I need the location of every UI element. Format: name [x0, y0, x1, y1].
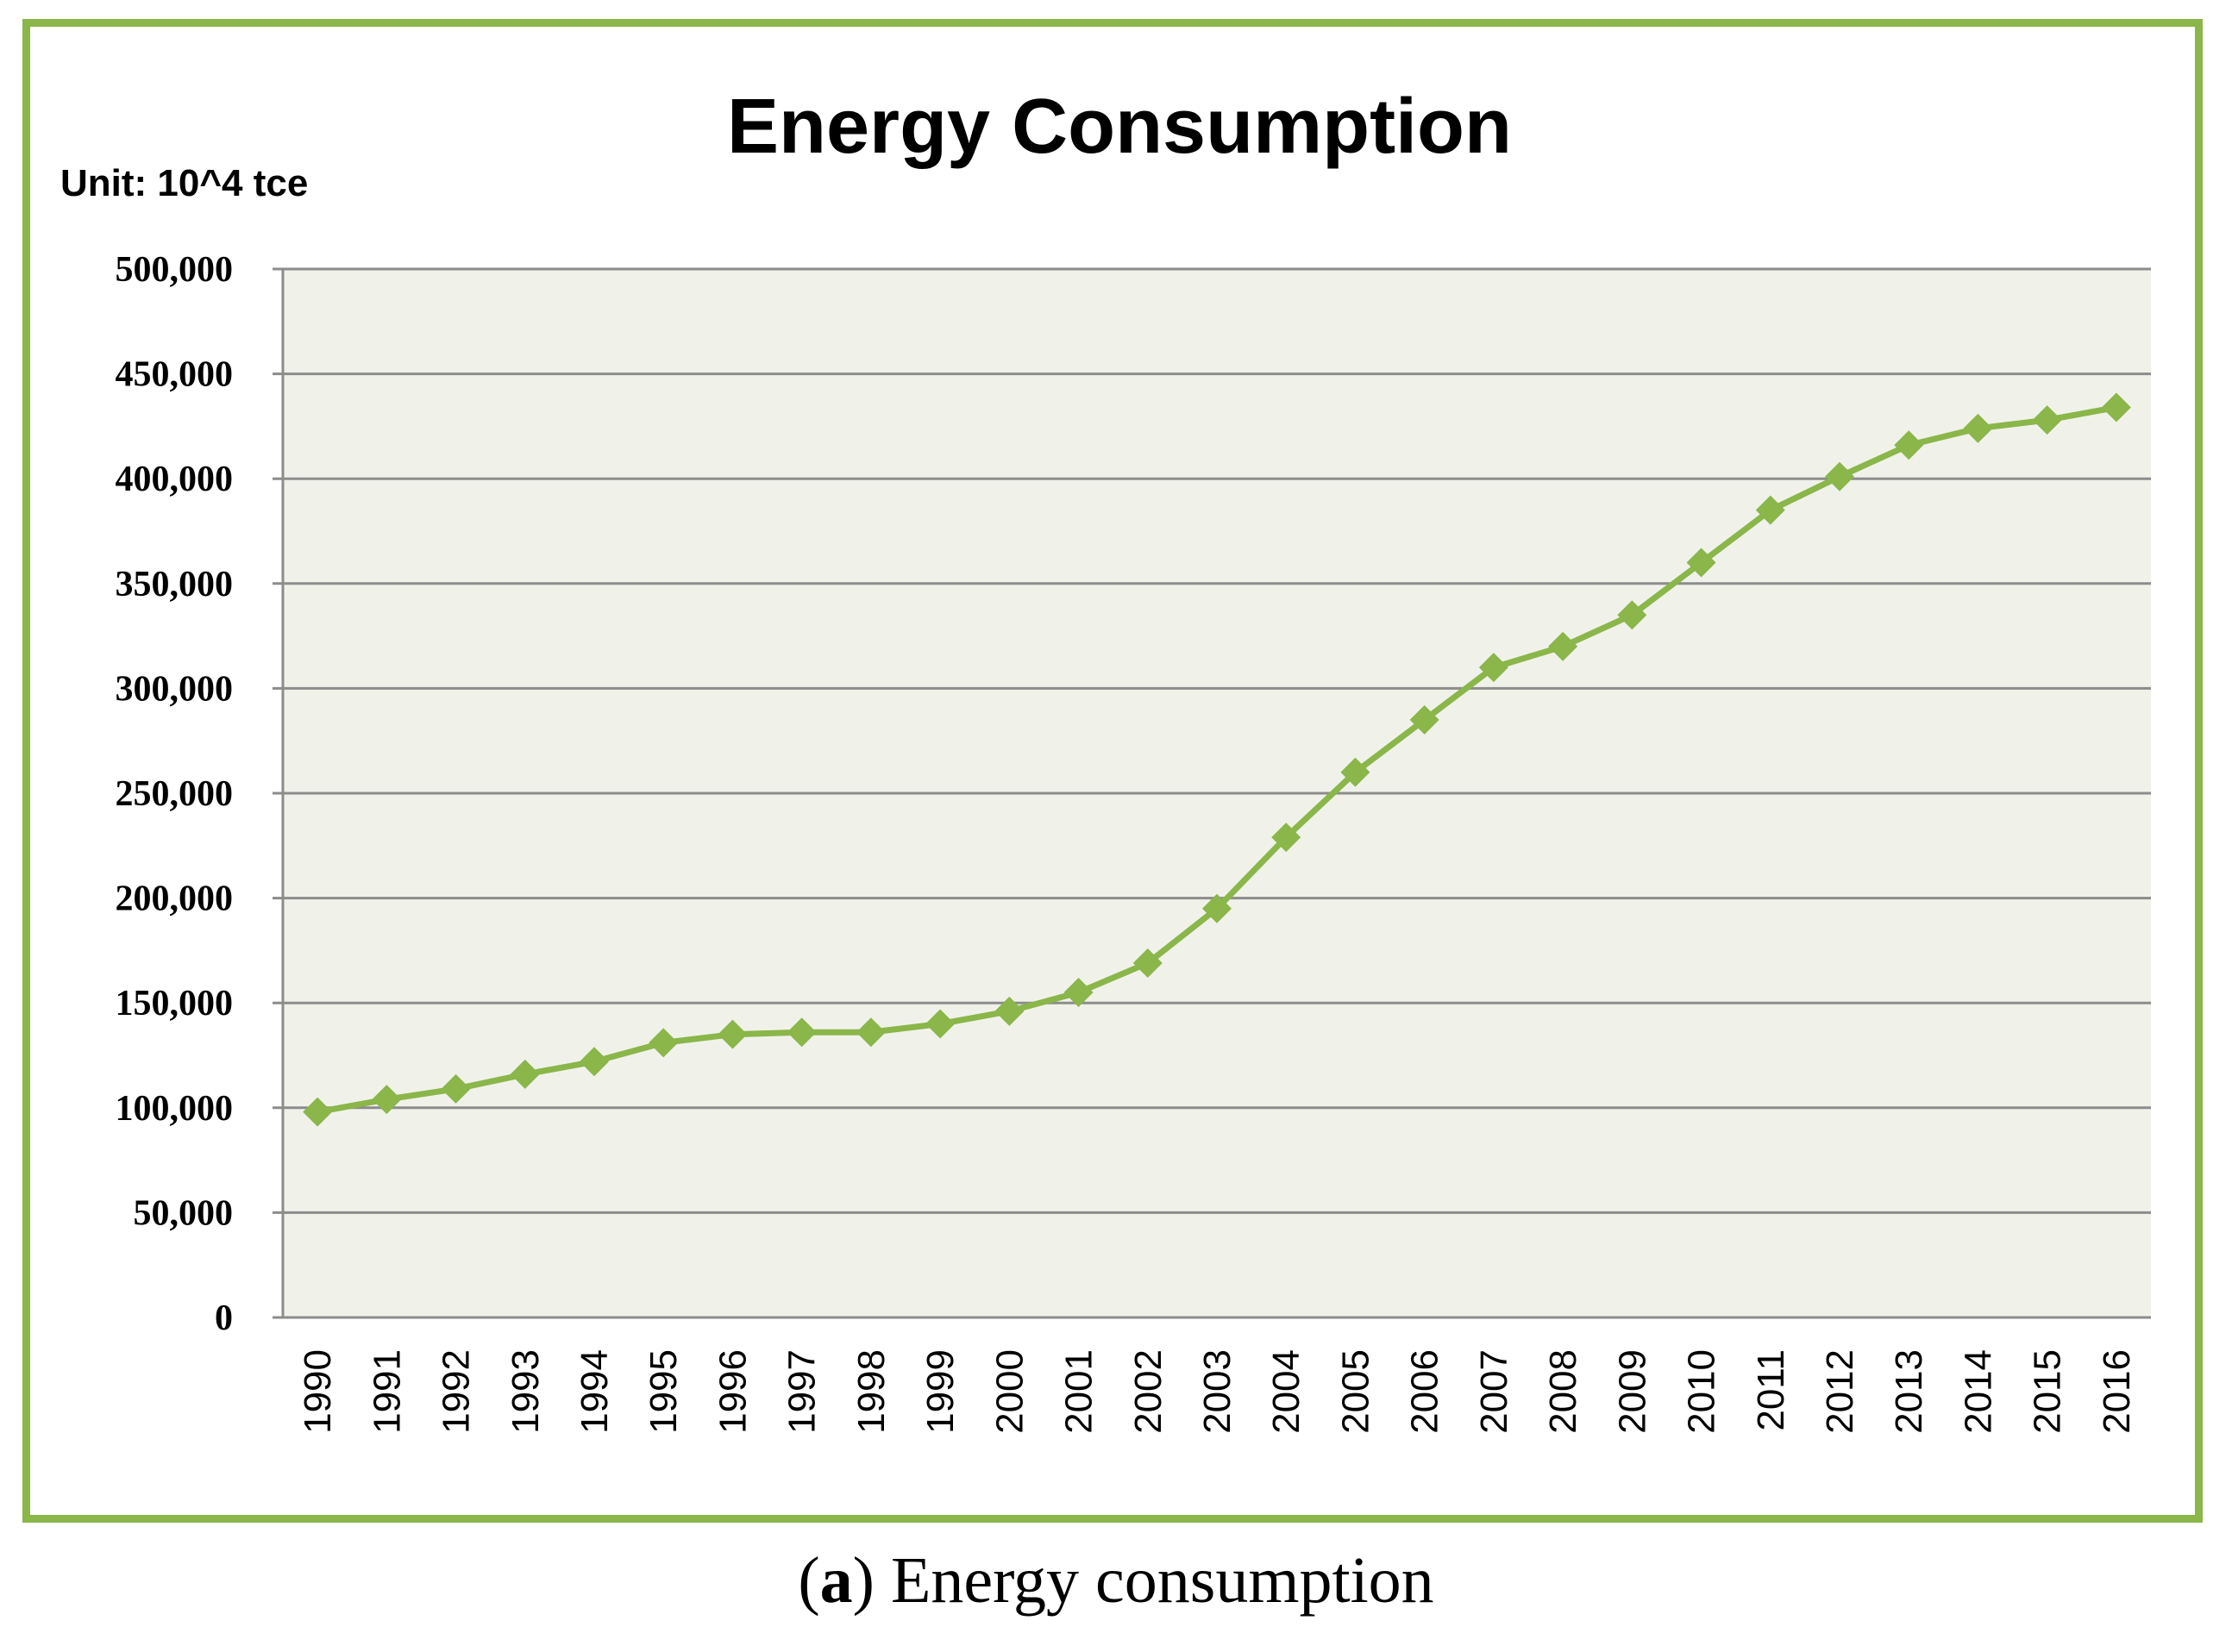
data-point-marker: [994, 996, 1025, 1026]
unit-label: Unit: 10^4 tce: [60, 162, 308, 204]
y-tick-label: 100,000: [116, 1089, 234, 1129]
y-tick-label: 400,000: [116, 460, 234, 499]
data-point-marker: [1340, 757, 1370, 787]
data-point-marker: [856, 1017, 886, 1048]
axes: [273, 269, 2151, 1319]
data-point-marker: [1202, 893, 1232, 923]
x-tick-label: 1994: [574, 1349, 616, 1434]
data-point-marker: [1548, 631, 1578, 661]
data-point-marker: [510, 1059, 540, 1089]
data-point-marker: [1063, 978, 1094, 1008]
data-point-marker: [1617, 600, 1647, 630]
data-point-marker: [1894, 430, 1924, 460]
data-point-marker: [1825, 461, 1854, 491]
y-tick-label: 250,000: [116, 774, 234, 814]
x-tick-label: 1995: [643, 1349, 685, 1434]
x-tick-label: 2003: [1196, 1349, 1238, 1434]
series-markers: [303, 392, 2131, 1127]
x-tick-label: 2000: [988, 1349, 1031, 1434]
x-tick-label: 2005: [1334, 1349, 1376, 1434]
x-tick-label: 2010: [1681, 1349, 1723, 1434]
data-point-marker: [303, 1097, 333, 1127]
grid-lines: [273, 267, 2151, 1214]
y-tick-label: 450,000: [116, 355, 234, 395]
y-tick-label: 500,000: [116, 250, 234, 290]
data-point-marker: [372, 1085, 402, 1115]
x-tick-label: 1998: [850, 1349, 893, 1434]
data-point-marker: [718, 1019, 748, 1049]
x-tick-label: 2014: [1957, 1349, 1999, 1434]
y-tick-label: 350,000: [116, 565, 234, 604]
caption-letter: a: [819, 1544, 853, 1617]
data-point-marker: [441, 1073, 471, 1104]
y-tick-label: 50,000: [134, 1193, 234, 1233]
data-point-marker: [2032, 405, 2062, 435]
data-point-marker: [580, 1047, 609, 1077]
x-tick-label: 1991: [366, 1349, 408, 1434]
x-tick-labels: 1990 1991 1992 1993 1994 1995 1996 1997 1998 1999…: [297, 1349, 2138, 1434]
y-tick-label: 0: [215, 1298, 233, 1338]
x-tick-label: 2008: [1542, 1349, 1584, 1434]
x-tick-label: 1992: [436, 1349, 478, 1434]
x-tick-label: 2007: [1473, 1349, 1515, 1434]
data-point-marker: [1271, 823, 1301, 853]
y-tick-label: 200,000: [116, 879, 234, 919]
data-point-marker: [1963, 413, 1993, 443]
data-point-marker: [1755, 495, 1785, 525]
x-tick-label: 1997: [781, 1349, 824, 1434]
chart-svg: Energy Consumption Unit: 10^4 tce 0 50,00…: [60, 84, 2151, 1434]
x-tick-label: 2009: [1611, 1349, 1653, 1434]
data-point-marker: [2101, 392, 2131, 422]
x-tick-label: 1999: [919, 1349, 962, 1434]
data-point-marker: [925, 1009, 956, 1039]
x-tick-label: 2013: [1888, 1349, 1930, 1434]
figure-caption: (a) Energy consumption: [798, 1544, 1434, 1617]
x-tick-label: 2012: [1819, 1349, 1861, 1434]
x-tick-label: 2006: [1404, 1349, 1446, 1434]
y-tick-labels: 0 50,000 100,000 150,000 200,000 250,000 300,0…: [116, 250, 234, 1338]
data-point-marker: [1409, 704, 1439, 735]
x-tick-label: 2011: [1750, 1349, 1792, 1431]
x-tick-label: 2001: [1058, 1349, 1100, 1434]
x-tick-label: 2015: [2027, 1349, 2069, 1434]
data-point-marker: [1478, 653, 1508, 683]
caption-text: Energy consumption: [890, 1544, 1434, 1617]
x-tick-label: 1990: [297, 1349, 339, 1434]
x-tick-label: 2002: [1127, 1349, 1169, 1434]
data-point-marker: [1686, 548, 1716, 578]
x-tick-label: 2004: [1265, 1349, 1307, 1434]
data-point-marker: [649, 1028, 679, 1058]
chart-title: Energy Consumption: [727, 84, 1512, 170]
x-tick-label: 1993: [505, 1349, 547, 1434]
x-tick-label: 1996: [712, 1349, 754, 1434]
x-tick-label: 2016: [2096, 1349, 2138, 1434]
y-tick-label: 150,000: [116, 984, 234, 1023]
data-point-marker: [1132, 948, 1163, 978]
data-point-marker: [787, 1017, 817, 1048]
y-tick-label: 300,000: [116, 669, 234, 709]
